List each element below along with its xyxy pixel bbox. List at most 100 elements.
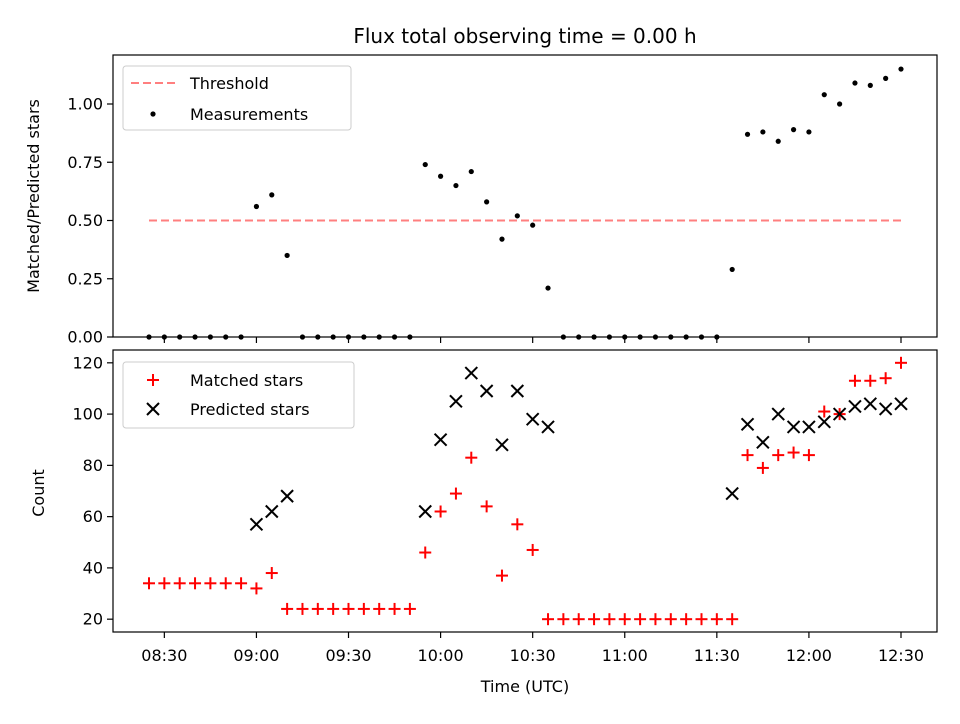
measurement-point (821, 92, 827, 98)
predicted-star-point (786, 420, 801, 434)
bottom-legend: Matched stars Predicted stars (122, 361, 355, 429)
bottom-x-ticks: 08:30 09:00 09:30 10:00 10:30 11:00 11:30 12:00… (141, 632, 924, 665)
bottom-x-tick-label: 12:00 (786, 646, 832, 665)
measurement-point (223, 334, 229, 340)
bottom-series (143, 356, 908, 626)
top-panel: 0.00 0.25 0.50 0.75 1.00 Matched/Predicted s… (24, 54, 938, 347)
predicted-star-point (510, 384, 525, 398)
measurement-point (207, 334, 213, 340)
measurement-point (422, 161, 428, 168)
predicted-star-point (525, 412, 540, 426)
matched-star-point (695, 613, 708, 626)
bottom-x-tick-label: 12:30 (878, 646, 924, 665)
top-legend-box (122, 65, 352, 131)
matched-star-point (511, 518, 524, 531)
top-plot-area (112, 54, 938, 338)
predicted-star-point (878, 402, 893, 416)
matched-stars-legend-swatch (147, 374, 159, 386)
predicted-star-point (433, 433, 448, 447)
predicted-star-point (802, 420, 816, 434)
matched-star-point (787, 446, 800, 459)
matched-star-point (772, 449, 785, 462)
top-y-tick-label: 0.50 (67, 211, 103, 230)
measurements-legend-swatch (150, 111, 156, 117)
matched-star-point (480, 500, 493, 513)
measurement-point (606, 334, 613, 340)
predicted-star-point (894, 397, 908, 411)
measurement-point (192, 334, 198, 340)
matched-star-point (419, 546, 432, 559)
matched-star-point (588, 613, 601, 626)
matched-star-point (895, 356, 907, 369)
matched-star-point (726, 613, 739, 626)
top-y-tick-label: 1.00 (67, 95, 103, 114)
matched-star-point (311, 602, 324, 615)
measurement-point (729, 266, 735, 273)
top-x-ticks (163, 337, 902, 343)
measurement-point (253, 203, 260, 210)
bottom-x-tick-label: 10:00 (418, 646, 464, 665)
matched-star-point (680, 613, 693, 626)
measurement-point (299, 334, 306, 340)
bottom-x-tick-label: 10:30 (510, 646, 556, 665)
measurement-point (545, 285, 551, 291)
matched-star-point (403, 602, 416, 615)
matched-star-point (189, 577, 202, 590)
predicted-star-point (771, 407, 785, 421)
matched-star-point (173, 577, 186, 590)
measurement-point (514, 213, 520, 219)
bottom-legend-box (122, 361, 355, 429)
measurement-point (790, 127, 797, 133)
bottom-y-tick-label: 120 (72, 353, 103, 372)
top-series (146, 66, 904, 340)
predicted-star-point (817, 415, 831, 429)
measurement-point (867, 82, 873, 88)
measurement-point (760, 129, 766, 135)
predicted-star-point (418, 504, 432, 519)
bottom-y-tick-label: 40 (83, 558, 103, 577)
measurement-point (898, 66, 904, 72)
matched-star-point (388, 602, 401, 615)
measurement-point (468, 168, 474, 175)
bottom-y-tick-label: 80 (83, 456, 103, 475)
predicted-stars-legend-label: Predicted stars (190, 400, 310, 419)
predicted-star-point (249, 517, 264, 532)
measurement-point (744, 131, 751, 137)
measurement-point (530, 222, 536, 228)
matched-star-point (756, 461, 769, 474)
measurement-point (883, 75, 889, 81)
matched-star-point (618, 613, 631, 626)
bottom-x-tick-label: 11:30 (694, 646, 740, 665)
matched-star-point (327, 602, 340, 615)
predicted-star-point (280, 489, 294, 503)
threshold-legend-label: Threshold (189, 74, 269, 93)
matched-star-point (848, 374, 861, 387)
measurement-point (622, 334, 628, 340)
measurement-point (284, 252, 290, 259)
matched-star-point (864, 374, 877, 387)
measurement-point (376, 334, 382, 340)
chart-title: Flux total observing time = 0.00 h (353, 24, 696, 48)
predicted-star-point (464, 366, 478, 380)
matched-star-point (235, 577, 248, 590)
matched-star-point (634, 613, 647, 626)
measurement-point (238, 334, 244, 340)
bottom-y-ticks: 20 40 60 80 100 120 (72, 353, 113, 629)
matched-star-point (879, 372, 892, 385)
bottom-x-tick-label: 09:00 (233, 646, 279, 665)
matched-star-point (495, 569, 508, 582)
matched-star-point (649, 613, 662, 626)
matched-star-point (219, 577, 232, 590)
measurement-point (484, 199, 490, 205)
matched-star-point (572, 613, 585, 626)
matched-star-point (710, 613, 723, 626)
measurement-point (345, 334, 352, 340)
matched-stars-legend-label: Matched stars (190, 371, 303, 390)
matched-star-point (204, 577, 217, 590)
matched-star-point (603, 613, 616, 626)
measurement-point (407, 334, 413, 340)
measurement-point (852, 80, 858, 86)
measurement-point (560, 334, 566, 340)
predicted-star-point (848, 399, 862, 414)
measurement-point (806, 129, 812, 135)
